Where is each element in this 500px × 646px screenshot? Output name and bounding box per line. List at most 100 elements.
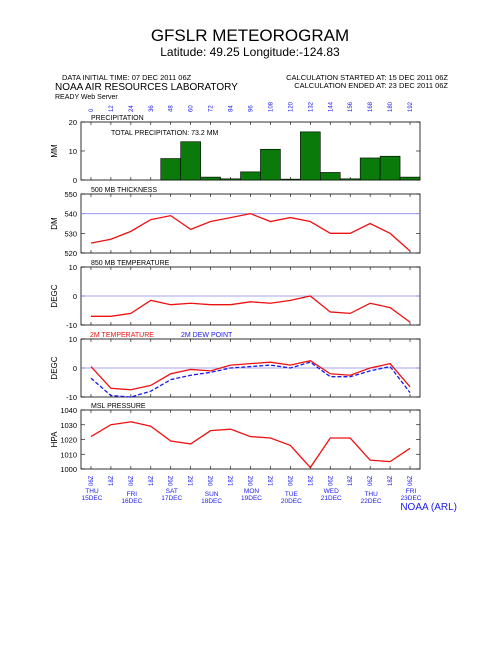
date-label: 20DEC <box>281 498 302 505</box>
y-tick-label: 540 <box>64 210 77 219</box>
forecast-hour-label: 72 <box>209 105 215 112</box>
utc-hour-label: 06Z <box>328 475 334 486</box>
utc-hour-label: 06Z <box>408 475 414 486</box>
precip-bar <box>300 131 321 181</box>
total-precip-annotation: TOTAL PRECIPITATION: 73.2 MM <box>111 130 219 137</box>
precip-bar <box>160 158 182 181</box>
precip-bar <box>260 148 281 181</box>
y-axis-label: HPA <box>50 431 59 448</box>
forecast-hour-label: 84 <box>229 105 235 112</box>
y-tick-label: 1020 <box>60 436 77 445</box>
day-label: THU <box>364 491 378 498</box>
forecast-hour-label: 192 <box>408 101 414 112</box>
y-tick-label: 1010 <box>60 450 77 459</box>
day-label: TUE <box>285 491 299 498</box>
data-initial-time: DATA INITIAL TIME: 07 DEC 2011 06Z <box>62 73 192 82</box>
day-label: FRI <box>406 488 417 495</box>
y-axis-label: DM <box>50 217 59 230</box>
panel-title: MSL PRESSURE <box>91 403 146 410</box>
date-label: 19DEC <box>241 495 262 502</box>
forecast-hour-label: 24 <box>129 105 135 112</box>
precip-bar <box>339 178 361 181</box>
y-tick-label: 10 <box>69 147 77 156</box>
location-subtitle: Latitude: 49.25 Longitude:-124.83 <box>160 45 340 59</box>
forecast-hour-label: 96 <box>249 105 255 112</box>
chart-title: GFSLR METEOROGRAM <box>150 26 350 45</box>
forecast-hour-label: 156 <box>348 101 354 112</box>
y-tick-label: 1030 <box>60 421 77 430</box>
y-tick-label: -10 <box>66 321 77 330</box>
data-line <box>90 212 411 252</box>
legend-dew-point: 2M DEW POINT <box>181 332 233 339</box>
date-label: 23DEC <box>401 495 422 502</box>
data-line <box>90 295 411 323</box>
y-axis-label: MM <box>50 144 59 158</box>
forecast-hour-label: 48 <box>169 105 175 112</box>
panel-title: PRECIPITATION <box>91 115 144 122</box>
utc-hour-label: 18Z <box>268 475 274 486</box>
y-tick-label: 0 <box>73 176 77 185</box>
date-label: 21DEC <box>321 495 342 502</box>
organization-name: NOAA AIR RESOURCES LABORATORY <box>55 82 238 93</box>
forecast-hour-label: 132 <box>308 101 314 112</box>
y-tick-label: 0 <box>73 364 77 373</box>
precip-bar <box>280 178 301 181</box>
utc-hour-label: 18Z <box>308 475 314 486</box>
panel-title: 850 MB TEMPERATURE <box>91 260 170 267</box>
y-axis-label: DEGC <box>50 356 59 379</box>
utc-hour-label: 06Z <box>209 475 215 486</box>
utc-hour-label: 06Z <box>288 475 294 486</box>
dew-point-line <box>90 361 411 398</box>
panel-title: 500 MB THICKNESS <box>91 187 157 194</box>
date-label: 16DEC <box>121 498 142 505</box>
y-axis-label: DEGC <box>50 284 59 307</box>
y-tick-label: 10 <box>69 335 77 344</box>
day-label: SUN <box>205 491 219 498</box>
utc-hour-label: 18Z <box>189 475 195 486</box>
y-tick-label: 550 <box>64 190 77 199</box>
day-label: WED <box>324 488 339 495</box>
precip-bar <box>319 172 341 181</box>
utc-hour-label: 06Z <box>368 475 374 486</box>
date-label: 18DEC <box>201 498 222 505</box>
y-tick-label: 20 <box>69 118 77 127</box>
utc-hour-label: 18Z <box>388 475 394 486</box>
forecast-hour-label: 168 <box>368 101 374 112</box>
footer-credit: NOAA (ARL) <box>400 502 457 513</box>
day-label: THU <box>85 488 99 495</box>
utc-hour-label: 06Z <box>249 475 255 486</box>
forecast-hour-label: 36 <box>149 105 155 112</box>
forecast-hour-label: 108 <box>268 101 274 112</box>
date-label: 22DEC <box>361 498 382 505</box>
precip-bar <box>379 155 401 181</box>
y-tick-label: 1000 <box>60 465 77 474</box>
utc-hour-label: 06Z <box>169 475 175 486</box>
temperature-line <box>90 360 411 391</box>
y-tick-label: 0 <box>73 292 77 301</box>
day-label: FRI <box>127 491 138 498</box>
precip-bar <box>220 178 241 181</box>
data-line <box>90 421 411 469</box>
y-tick-label: 1040 <box>60 406 77 415</box>
calculation-started: CALCULATION STARTED AT: 15 DEC 2011 06Z <box>286 73 448 82</box>
date-label: 17DEC <box>161 495 182 502</box>
forecast-hour-label: 0 <box>89 108 95 112</box>
precip-bar <box>240 171 261 181</box>
utc-hour-label: 06Z <box>129 475 135 486</box>
day-label: SAT <box>166 488 178 495</box>
utc-hour-label: 18Z <box>229 475 235 486</box>
legend-temperature: 2M TEMPERATURE <box>90 332 154 339</box>
y-tick-label: -10 <box>66 393 77 402</box>
forecast-hour-label: 180 <box>388 101 394 112</box>
precip-bar <box>200 176 221 181</box>
server-name: READY Web Server <box>55 94 118 101</box>
y-tick-label: 520 <box>64 249 77 258</box>
day-label: MON <box>244 488 259 495</box>
panel-frame <box>80 409 421 470</box>
forecast-hour-label: 12 <box>109 105 115 112</box>
precip-bar <box>399 176 421 181</box>
forecast-hour-label: 144 <box>328 101 334 112</box>
y-tick-label: 10 <box>69 263 77 272</box>
utc-hour-label: 18Z <box>109 475 115 486</box>
